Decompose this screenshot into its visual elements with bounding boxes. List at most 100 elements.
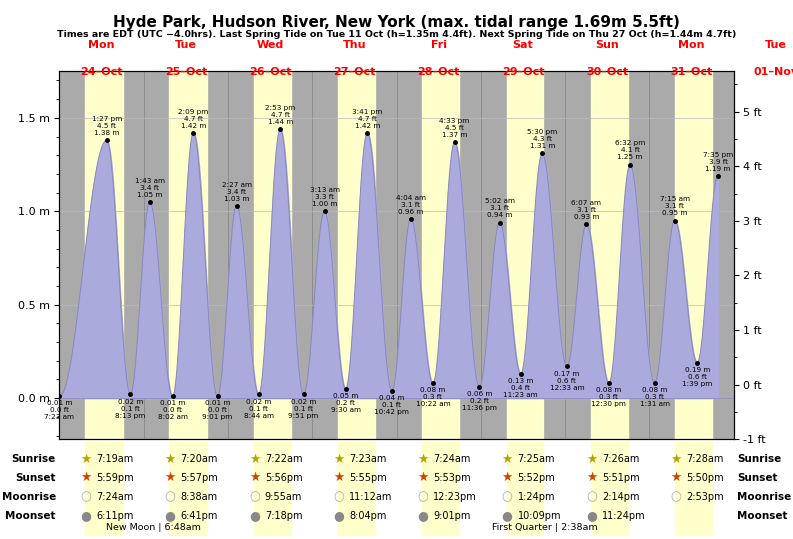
Text: 0.02 m
0.1 ft
9:51 pm: 0.02 m 0.1 ft 9:51 pm [289, 399, 319, 419]
Text: 0.02 m
0.1 ft
8:13 pm: 0.02 m 0.1 ft 8:13 pm [115, 399, 146, 419]
Text: 8:04pm: 8:04pm [349, 510, 386, 521]
Text: 11:24pm: 11:24pm [602, 510, 646, 521]
Text: 5:53pm: 5:53pm [433, 473, 471, 483]
Bar [170, 442, 207, 536]
Text: 5:55pm: 5:55pm [349, 473, 387, 483]
Text: 0.04 m
0.1 ft
10:42 pm: 0.04 m 0.1 ft 10:42 pm [374, 395, 409, 415]
Text: 7:24am: 7:24am [433, 454, 471, 464]
Text: ★: ★ [501, 471, 513, 485]
Text: 5:30 pm
4.3 ft
1.31 m: 5:30 pm 4.3 ft 1.31 m [527, 129, 557, 149]
Text: 5:51pm: 5:51pm [602, 473, 639, 483]
Text: 5:02 am
3.1 ft
0.94 m: 5:02 am 3.1 ft 0.94 m [485, 198, 515, 218]
Text: 7:18pm: 7:18pm [265, 510, 302, 521]
Text: ●: ● [249, 509, 260, 522]
Text: ●: ● [80, 509, 91, 522]
Text: Thu: Thu [343, 39, 366, 50]
Text: 7:28am: 7:28am [686, 454, 723, 464]
Text: ★: ★ [586, 471, 597, 485]
Text: 12:23pm: 12:23pm [433, 492, 477, 502]
Text: ★: ★ [164, 452, 176, 466]
Text: 9:01pm: 9:01pm [433, 510, 471, 521]
Text: ○: ○ [165, 490, 175, 503]
Text: 27–Oct: 27–Oct [333, 67, 376, 78]
Bar [254, 442, 291, 536]
Text: 26–Oct: 26–Oct [249, 67, 291, 78]
Text: 0.05 m
0.2 ft
9:30 am: 0.05 m 0.2 ft 9:30 am [331, 393, 361, 413]
Text: 0.08 m
0.3 ft
12:30 pm: 0.08 m 0.3 ft 12:30 pm [592, 388, 626, 407]
Text: ○: ○ [586, 490, 597, 503]
Text: ○: ○ [80, 490, 91, 503]
Text: 4:04 am
3.1 ft
0.96 m: 4:04 am 3.1 ft 0.96 m [396, 195, 426, 215]
Text: 6:11pm: 6:11pm [96, 510, 134, 521]
Text: 5:52pm: 5:52pm [518, 473, 555, 483]
Bar [254, 71, 291, 439]
Text: Sunset: Sunset [16, 473, 56, 483]
Text: 29–Oct: 29–Oct [502, 67, 544, 78]
Text: 10:09pm: 10:09pm [518, 510, 561, 521]
Bar [338, 71, 375, 439]
Bar [423, 71, 459, 439]
Text: 2:53 pm
4.7 ft
1.44 m: 2:53 pm 4.7 ft 1.44 m [265, 105, 295, 125]
Text: ★: ★ [164, 471, 176, 485]
Text: ★: ★ [670, 452, 681, 466]
Bar [676, 442, 712, 536]
Text: Tue: Tue [764, 39, 787, 50]
Text: Times are EDT (UTC −4.0hrs). Last Spring Tide on Tue 11 Oct (h=1.35m 4.4ft). Nex: Times are EDT (UTC −4.0hrs). Last Spring… [57, 30, 736, 39]
Text: 5:59pm: 5:59pm [96, 473, 134, 483]
Bar [338, 442, 375, 536]
Text: Moonset: Moonset [737, 510, 787, 521]
Text: 6:32 pm
4.1 ft
1.25 m: 6:32 pm 4.1 ft 1.25 m [615, 141, 646, 161]
Text: ○: ○ [670, 490, 681, 503]
Text: Moonrise: Moonrise [2, 492, 56, 502]
Text: 01–Nov: 01–Nov [753, 67, 793, 78]
Text: 0.01 m
0.0 ft
7:23 am: 0.01 m 0.0 ft 7:23 am [44, 400, 75, 420]
Text: 3:13 am
3.3 ft
1.00 m: 3:13 am 3.3 ft 1.00 m [309, 187, 339, 207]
Text: 0.06 m
0.2 ft
11:36 pm: 0.06 m 0.2 ft 11:36 pm [462, 391, 496, 411]
Bar [676, 71, 712, 439]
Text: Sat: Sat [512, 39, 533, 50]
Text: Moonrise: Moonrise [737, 492, 791, 502]
Text: 8:38am: 8:38am [181, 492, 218, 502]
Text: ★: ★ [417, 471, 428, 485]
Text: 2:14pm: 2:14pm [602, 492, 639, 502]
Text: ★: ★ [80, 452, 91, 466]
Bar [85, 442, 123, 536]
Text: 30–Oct: 30–Oct [586, 67, 628, 78]
Bar [85, 71, 123, 439]
Text: Sunrise: Sunrise [737, 454, 781, 464]
Text: Moonset: Moonset [6, 510, 56, 521]
Text: Mon: Mon [678, 39, 705, 50]
Text: 7:20am: 7:20am [181, 454, 218, 464]
Text: 1:24pm: 1:24pm [518, 492, 555, 502]
Text: ★: ★ [586, 452, 597, 466]
Text: ★: ★ [333, 471, 344, 485]
Bar [170, 71, 207, 439]
Bar [507, 442, 543, 536]
Text: 5:50pm: 5:50pm [686, 473, 724, 483]
Text: ●: ● [502, 509, 512, 522]
Text: 2:27 am
3.4 ft
1.03 m: 2:27 am 3.4 ft 1.03 m [221, 182, 251, 202]
Text: ●: ● [333, 509, 344, 522]
Text: 0.01 m
0.0 ft
9:01 pm: 0.01 m 0.0 ft 9:01 pm [202, 400, 232, 420]
Text: 0.08 m
0.3 ft
1:31 am: 0.08 m 0.3 ft 1:31 am [640, 388, 669, 407]
Text: 25–Oct: 25–Oct [165, 67, 207, 78]
Text: ○: ○ [417, 490, 428, 503]
Text: 1:27 pm
4.5 ft
1.38 m: 1:27 pm 4.5 ft 1.38 m [91, 116, 122, 136]
Text: ○: ○ [333, 490, 344, 503]
Text: 1:43 am
3.4 ft
1.05 m: 1:43 am 3.4 ft 1.05 m [135, 178, 165, 198]
Text: Fri: Fri [431, 39, 446, 50]
Text: 7:23am: 7:23am [349, 454, 386, 464]
Text: 0.17 m
0.6 ft
12:33 am: 0.17 m 0.6 ft 12:33 am [550, 371, 584, 391]
Text: New Moon | 6:48am: New Moon | 6:48am [106, 523, 201, 531]
Text: Wed: Wed [256, 39, 284, 50]
Text: 0.08 m
0.3 ft
10:22 am: 0.08 m 0.3 ft 10:22 am [416, 388, 450, 407]
Text: ★: ★ [249, 452, 260, 466]
Text: 2:53pm: 2:53pm [686, 492, 724, 502]
Bar [423, 442, 459, 536]
Text: 24–Oct: 24–Oct [80, 67, 123, 78]
Text: 9:55am: 9:55am [265, 492, 302, 502]
Text: Sunset: Sunset [737, 473, 777, 483]
Text: Sun: Sun [596, 39, 619, 50]
Text: Mon: Mon [88, 39, 115, 50]
Text: 7:19am: 7:19am [96, 454, 133, 464]
